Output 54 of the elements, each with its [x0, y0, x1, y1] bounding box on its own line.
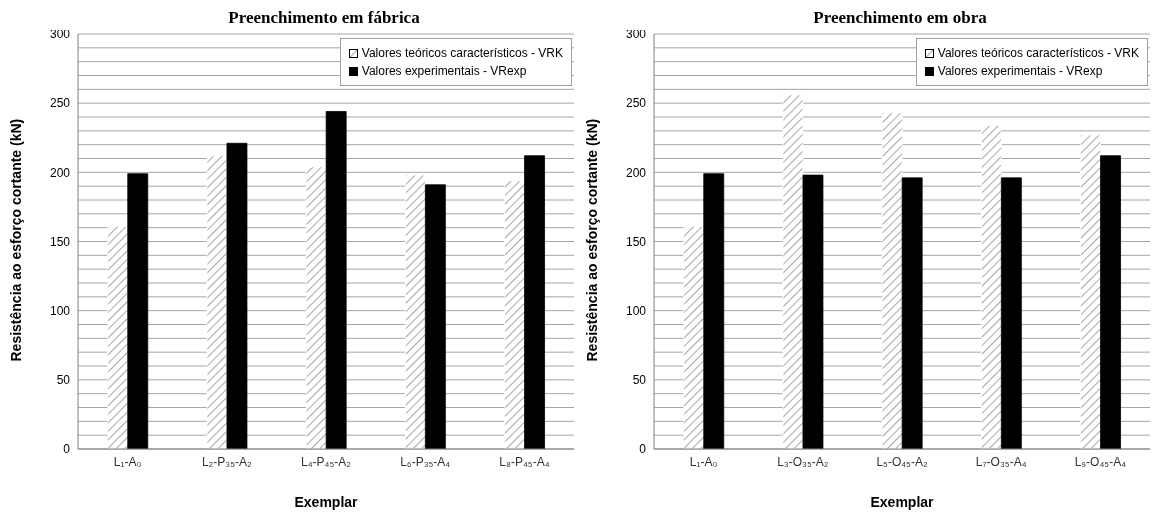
- y-tick-label: 50: [632, 373, 647, 388]
- bar: [802, 174, 824, 449]
- y-tick-label: 250: [625, 96, 647, 111]
- x-axis-title: Exemplar: [870, 494, 935, 510]
- y-tick-label: 150: [625, 234, 647, 249]
- bar: [127, 173, 149, 449]
- y-tick-label: 150: [49, 234, 71, 249]
- bar: [226, 142, 248, 449]
- bar: [325, 111, 347, 449]
- bar: [1100, 155, 1121, 449]
- chart-title: Preenchimento em obra: [813, 8, 987, 27]
- x-tick-label: L₈-P₄₅-A₄: [499, 454, 550, 469]
- x-tick-label: L₄-P₄₅-A₂: [301, 454, 352, 469]
- y-tick-label: 250: [49, 96, 71, 111]
- legend-label: Valores teóricos característicos - VRK: [937, 46, 1139, 60]
- bar: [1000, 177, 1022, 449]
- y-tick-label: 200: [625, 165, 647, 180]
- bar: [980, 124, 1002, 449]
- y-tick-label: 300: [49, 27, 71, 42]
- x-tick-label: L₆-P₃₅-A₄: [400, 454, 451, 469]
- y-tick-label: 0: [63, 442, 71, 457]
- x-tick-label: L₁-A₀: [689, 454, 718, 469]
- x-tick-label: L₅-O₄₅-A₂: [876, 454, 928, 469]
- y-tick-label: 50: [56, 373, 71, 388]
- legend-label: Valores teóricos característicos - VRK: [361, 46, 563, 60]
- x-tick-label: L₁-A₀: [113, 454, 142, 469]
- bar: [782, 94, 804, 449]
- bar: [404, 174, 426, 449]
- x-tick-label: L₉-O₄₅-A₄: [1074, 454, 1127, 469]
- bar: [206, 155, 228, 449]
- y-tick-label: 100: [49, 303, 71, 318]
- chart-title: Preenchimento em fábrica: [228, 8, 420, 27]
- bar: [504, 180, 525, 449]
- bar: [881, 112, 903, 449]
- y-tick-label: 0: [639, 442, 647, 457]
- bar: [683, 225, 705, 449]
- legend-label: Valores experimentais - VRexp: [937, 64, 1103, 78]
- y-axis-title: Resistência ao esforço cortante (kN): [7, 118, 24, 362]
- y-axis-title: Resistência ao esforço cortante (kN): [583, 118, 600, 362]
- x-axis-title: Exemplar: [294, 494, 359, 510]
- bar: [1080, 134, 1101, 449]
- bar: [107, 225, 129, 449]
- y-tick-label: 100: [625, 303, 647, 318]
- y-tick-label: 200: [49, 165, 71, 180]
- x-tick-label: L₃-O₃₅-A₂: [777, 454, 829, 469]
- x-tick-label: L₇-O₃₅-A₄: [975, 454, 1027, 469]
- bar: [524, 155, 545, 449]
- bar: [424, 184, 446, 449]
- legend-label: Valores experimentais - VRexp: [361, 64, 527, 78]
- y-tick-label: 300: [625, 27, 647, 42]
- bar: [305, 166, 327, 449]
- bar: [901, 177, 923, 449]
- x-tick-label: L₂-P₃₅-A₂: [201, 454, 252, 469]
- bar: [703, 173, 725, 449]
